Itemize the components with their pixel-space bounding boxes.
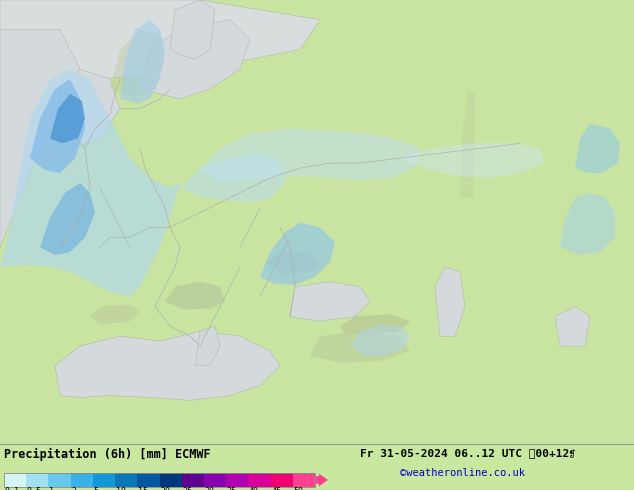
Text: 2: 2	[71, 488, 76, 490]
Polygon shape	[90, 304, 140, 324]
Text: 25: 25	[182, 488, 192, 490]
Bar	[70, 473, 93, 487]
Polygon shape	[40, 183, 95, 255]
Polygon shape	[195, 326, 220, 366]
Polygon shape	[200, 128, 420, 183]
Text: 5: 5	[93, 488, 98, 490]
Polygon shape	[0, 0, 320, 79]
Bar	[160, 473, 182, 487]
Polygon shape	[260, 222, 335, 285]
Polygon shape	[180, 153, 285, 203]
Polygon shape	[560, 193, 615, 255]
Text: 35: 35	[226, 488, 236, 490]
Text: 0.5: 0.5	[27, 488, 42, 490]
Text: 1: 1	[49, 488, 54, 490]
Polygon shape	[30, 79, 85, 173]
Polygon shape	[350, 324, 410, 356]
Polygon shape	[435, 267, 465, 336]
Polygon shape	[170, 0, 215, 59]
Bar	[271, 473, 293, 487]
Polygon shape	[165, 282, 225, 310]
Polygon shape	[140, 20, 250, 99]
Text: 10: 10	[115, 488, 126, 490]
Polygon shape	[0, 69, 180, 296]
Polygon shape	[265, 252, 320, 275]
Polygon shape	[555, 307, 590, 346]
Polygon shape	[55, 69, 120, 148]
Text: ©weatheronline.co.uk: ©weatheronline.co.uk	[400, 468, 525, 478]
Polygon shape	[50, 94, 85, 144]
Text: 15: 15	[138, 488, 148, 490]
Bar	[249, 473, 271, 487]
FancyArrow shape	[316, 474, 328, 486]
Polygon shape	[0, 30, 80, 247]
Polygon shape	[55, 331, 280, 400]
Text: Precipitation (6h) [mm] ECMWF: Precipitation (6h) [mm] ECMWF	[4, 448, 210, 461]
Bar	[138, 473, 160, 487]
Bar	[4, 473, 315, 487]
Bar	[204, 473, 226, 487]
Text: 40: 40	[249, 488, 259, 490]
Bar	[182, 473, 204, 487]
Polygon shape	[400, 144, 545, 178]
Text: 30: 30	[204, 488, 214, 490]
Polygon shape	[310, 331, 410, 363]
Polygon shape	[290, 282, 370, 321]
Polygon shape	[110, 30, 165, 97]
Polygon shape	[575, 123, 620, 173]
Bar	[26, 473, 48, 487]
Bar	[48, 473, 70, 487]
Text: 20: 20	[160, 488, 170, 490]
Text: 50: 50	[294, 488, 303, 490]
Bar	[226, 473, 249, 487]
Bar	[93, 473, 115, 487]
Polygon shape	[120, 20, 165, 104]
Bar	[4, 473, 26, 487]
Bar	[115, 473, 138, 487]
Polygon shape	[340, 315, 410, 334]
Text: 0.1: 0.1	[4, 488, 20, 490]
Bar	[293, 473, 315, 487]
Text: 45: 45	[271, 488, 281, 490]
Polygon shape	[460, 89, 475, 198]
Text: Fr 31-05-2024 06..12 UTC ❠00+12❡: Fr 31-05-2024 06..12 UTC ❠00+12❡	[360, 448, 576, 458]
